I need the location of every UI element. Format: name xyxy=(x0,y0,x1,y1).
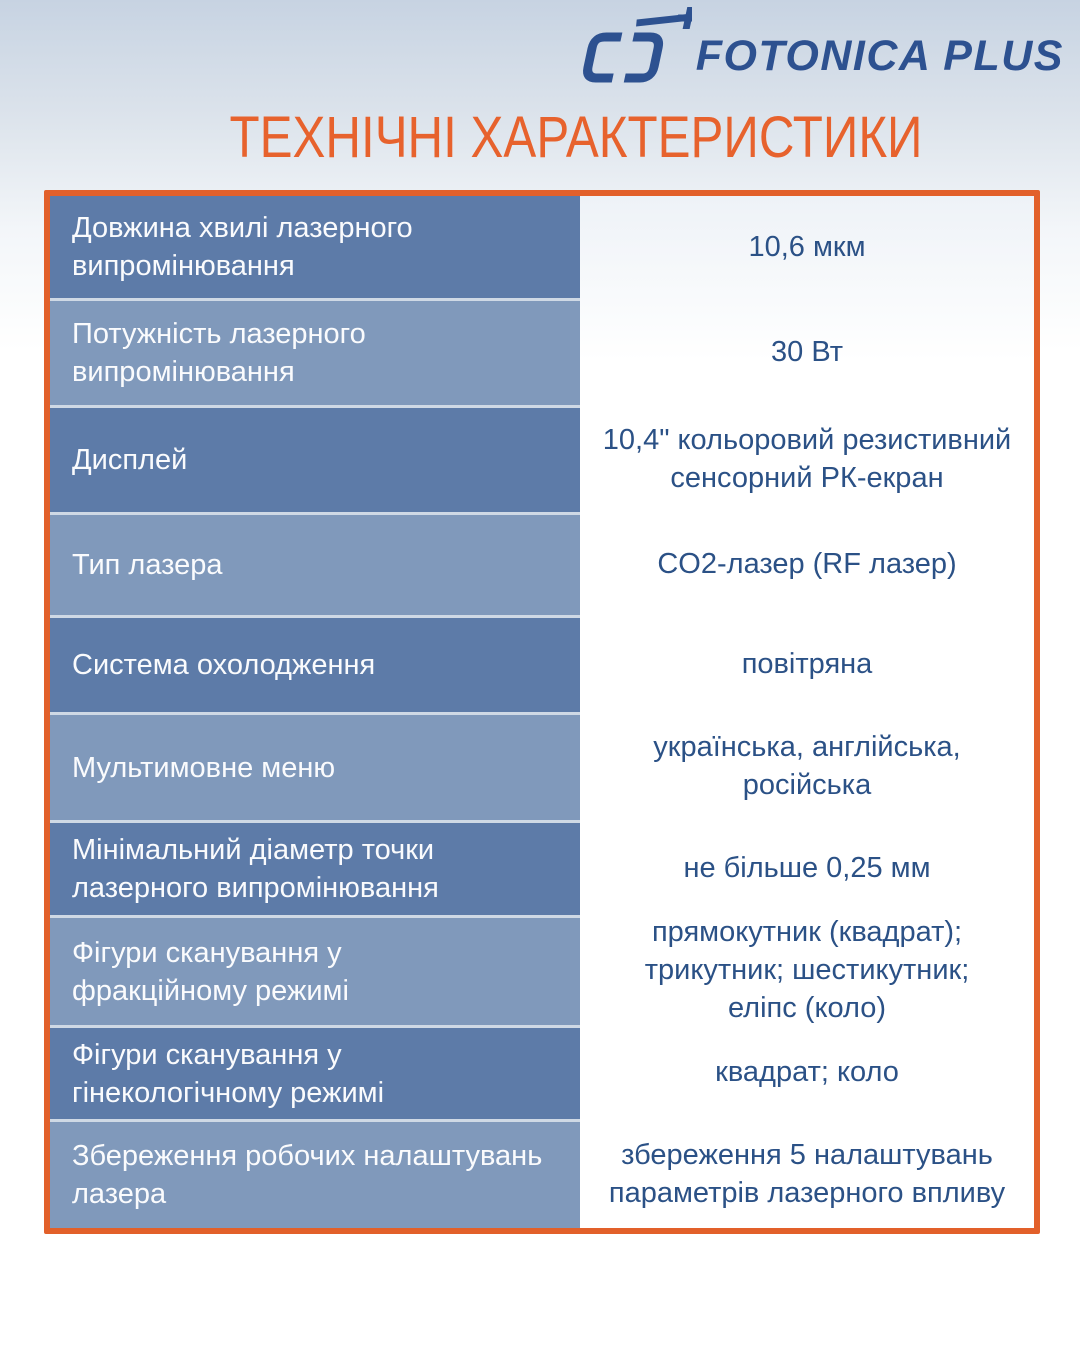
spec-value: 10,4" кольоровий резистивний сенсорний Р… xyxy=(602,423,1012,494)
spec-value: 10,6 мкм xyxy=(748,231,866,263)
table-row: Збереження робочих налаштувань лазера зб… xyxy=(50,1119,1034,1228)
spec-label-cell: Довжина хвилі лазерного випромінювання xyxy=(50,196,580,298)
spec-label: Збереження робочих налаштувань лазера xyxy=(72,1140,543,1210)
table-row: Система охолодження повітряна xyxy=(50,615,1034,712)
spec-label: Система охолодження xyxy=(72,649,376,681)
spec-label: Фігури сканування у фракційному режимі xyxy=(72,936,349,1007)
table-row: Мультимовне меню українська, англійська,… xyxy=(50,712,1034,820)
spec-label-cell: Фігури сканування у фракційному режимі xyxy=(50,915,580,1025)
table-row: Мінімальний діаметр точки лазерного випр… xyxy=(50,820,1034,915)
table-row: Фігури сканування у фракційному режимі п… xyxy=(50,915,1034,1025)
spec-value: збереження 5 налаштувань параметрів лазе… xyxy=(608,1138,1006,1209)
spec-label-cell: Мінімальний діаметр точки лазерного випр… xyxy=(50,820,580,915)
spec-value: прямокутник (квадрат); трикутник; шестик… xyxy=(644,916,970,1024)
spec-label: Довжина хвилі лазерного випромінювання xyxy=(72,212,413,282)
page-title: ТЕХНІЧНІ ХАРАКТЕРИСТИКИ xyxy=(229,105,923,170)
spec-value: CO2-лазер (RF лазер) xyxy=(657,547,957,580)
table-row: Тип лазера CO2-лазер (RF лазер) xyxy=(50,512,1034,615)
spec-label: Тип лазера xyxy=(72,549,223,581)
spec-value-cell: CO2-лазер (RF лазер) xyxy=(580,512,1034,615)
brand-logo: FOTONICA PLUS xyxy=(572,6,1064,84)
brand-name: FOTONICA PLUS xyxy=(695,32,1064,80)
spec-label-cell: Потужність лазерного випромінювання xyxy=(50,298,580,405)
spec-value-cell: прямокутник (квадрат); трикутник; шестик… xyxy=(580,915,1034,1025)
spec-value: не більше 0,25 мм xyxy=(683,851,931,884)
spec-label-cell: Мультимовне меню xyxy=(50,712,580,820)
spec-label: Мінімальний діаметр точки лазерного випр… xyxy=(72,834,439,904)
spec-label: Фігури сканування у гінекологічному режи… xyxy=(72,1038,385,1109)
spec-value-cell: повітряна xyxy=(580,615,1034,712)
spec-label-cell: Фігури сканування у гінекологічному режи… xyxy=(50,1025,580,1119)
spec-label-cell: Тип лазера xyxy=(50,512,580,615)
spec-value: українська, англійська, російська xyxy=(653,731,961,801)
spec-value: 30 Вт xyxy=(771,335,843,368)
spec-value-cell: українська, англійська, російська xyxy=(580,712,1034,820)
spec-value-cell: не більше 0,25 мм xyxy=(580,820,1034,915)
spec-value-cell: збереження 5 налаштувань параметрів лазе… xyxy=(580,1119,1034,1228)
spec-label: Дисплей xyxy=(72,444,188,476)
table-row: Довжина хвилі лазерного випромінювання 1… xyxy=(50,196,1034,298)
table-row: Потужність лазерного випромінювання 30 В… xyxy=(50,298,1034,405)
co-plus-icon xyxy=(582,7,692,83)
spec-label-cell: Дисплей xyxy=(50,405,580,512)
spec-value: повітряна xyxy=(741,647,873,680)
spec-label: Мультимовне меню xyxy=(72,751,336,784)
spec-label-cell: Збереження робочих налаштувань лазера xyxy=(50,1119,580,1228)
table-row: Фігури сканування у гінекологічному режи… xyxy=(50,1025,1034,1119)
spec-value-cell: квадрат; коло xyxy=(580,1025,1034,1119)
spec-label-cell: Система охолодження xyxy=(50,615,580,712)
table-row: Дисплей 10,4" кольоровий резистивний сен… xyxy=(50,405,1034,512)
spec-value-cell: 10,6 мкм xyxy=(580,196,1034,298)
spec-value: квадрат; коло xyxy=(715,1056,899,1088)
spec-value-cell: 30 Вт xyxy=(580,298,1034,405)
spec-table: Довжина хвилі лазерного випромінювання 1… xyxy=(44,190,1040,1234)
spec-value-cell: 10,4" кольоровий резистивний сенсорний Р… xyxy=(580,405,1034,512)
spec-label: Потужність лазерного випромінювання xyxy=(72,318,366,388)
